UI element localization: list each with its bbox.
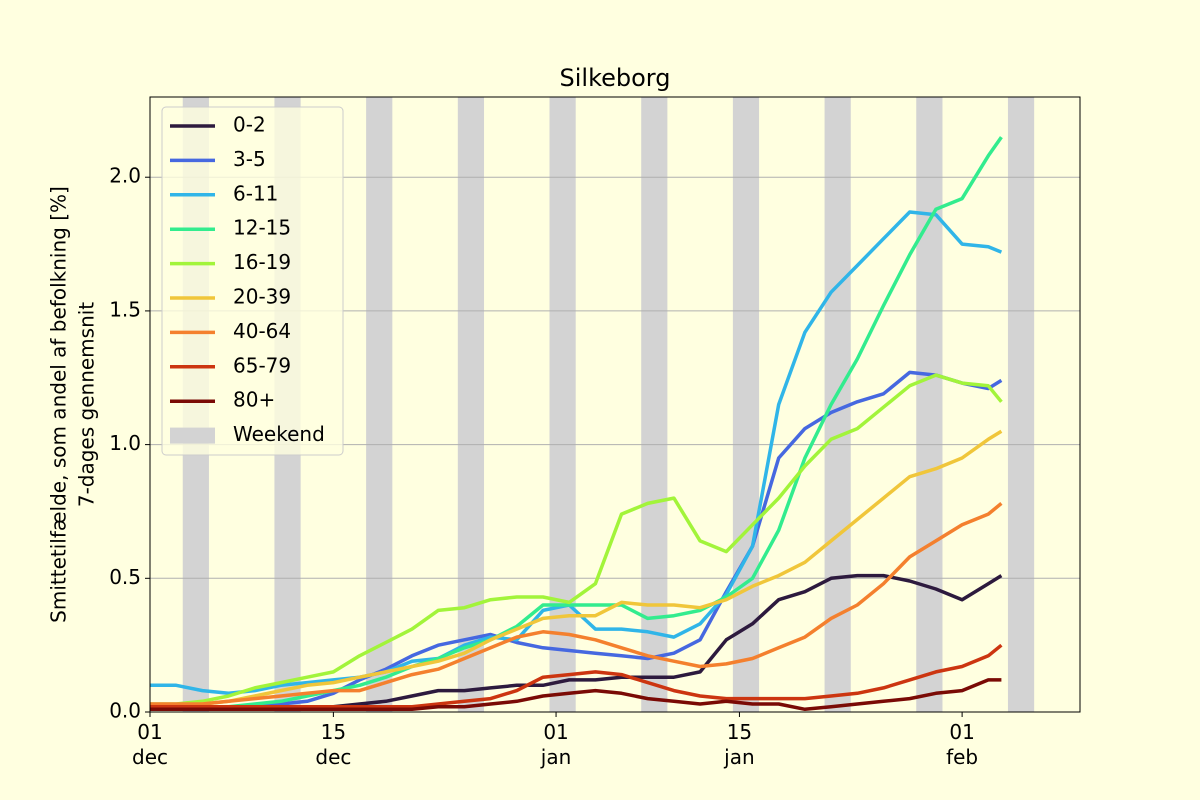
y-tick-label: 0.0 [109, 699, 141, 723]
x-tick-label: 01 dec [132, 720, 168, 769]
y-axis-label: 7-dages gennemsnit [75, 302, 99, 507]
legend-label: 80+ [233, 388, 275, 412]
weekend-span [1007, 97, 1035, 712]
weekend-span [916, 97, 943, 712]
y-tick-label: 0.5 [109, 565, 141, 589]
legend-label: 16-19 [233, 250, 291, 274]
y-tick-label: 1.0 [109, 431, 141, 455]
legend-swatch [170, 427, 215, 444]
weekend-span [457, 97, 485, 712]
weekend-span [549, 97, 576, 712]
x-tick-label: 01 feb [946, 720, 979, 769]
legend-label: 12-15 [233, 216, 291, 240]
weekend-span [641, 97, 668, 712]
y-tick-label: 2.0 [109, 164, 141, 188]
legend-label: 65-79 [233, 353, 291, 377]
series-line [150, 643, 1003, 709]
legend-label: 0-2 [233, 113, 266, 137]
weekend-span [732, 97, 760, 712]
legend: 0-2 3-5 6-11 12-15 16-19 20-39 40-64 65-79 80+ We… [161, 106, 344, 456]
x-tick-label: 01 jan [540, 720, 572, 769]
weekend-span [366, 97, 393, 712]
x-tick-label: 15 dec [315, 720, 352, 769]
series-line [150, 678, 1002, 712]
y-tick-label: 1.5 [109, 297, 141, 321]
y-axis-label: Smittetilfælde, som andel af befolkning … [47, 186, 71, 623]
legend-label: 20-39 [233, 285, 291, 309]
chart-title: Silkeborg [560, 64, 671, 92]
x-tick-label: 15 jan [724, 720, 755, 769]
legend-label: 3-5 [233, 147, 266, 171]
series-line [150, 502, 1003, 706]
plot-frame [149, 96, 1081, 713]
series-line [150, 370, 1003, 712]
legend-label: 6-11 [233, 181, 278, 205]
series-line [150, 373, 1003, 706]
legend-label: 40-64 [233, 319, 291, 343]
series-line [150, 136, 1003, 709]
series-line [150, 429, 1003, 709]
legend-label: Weekend [233, 422, 325, 446]
